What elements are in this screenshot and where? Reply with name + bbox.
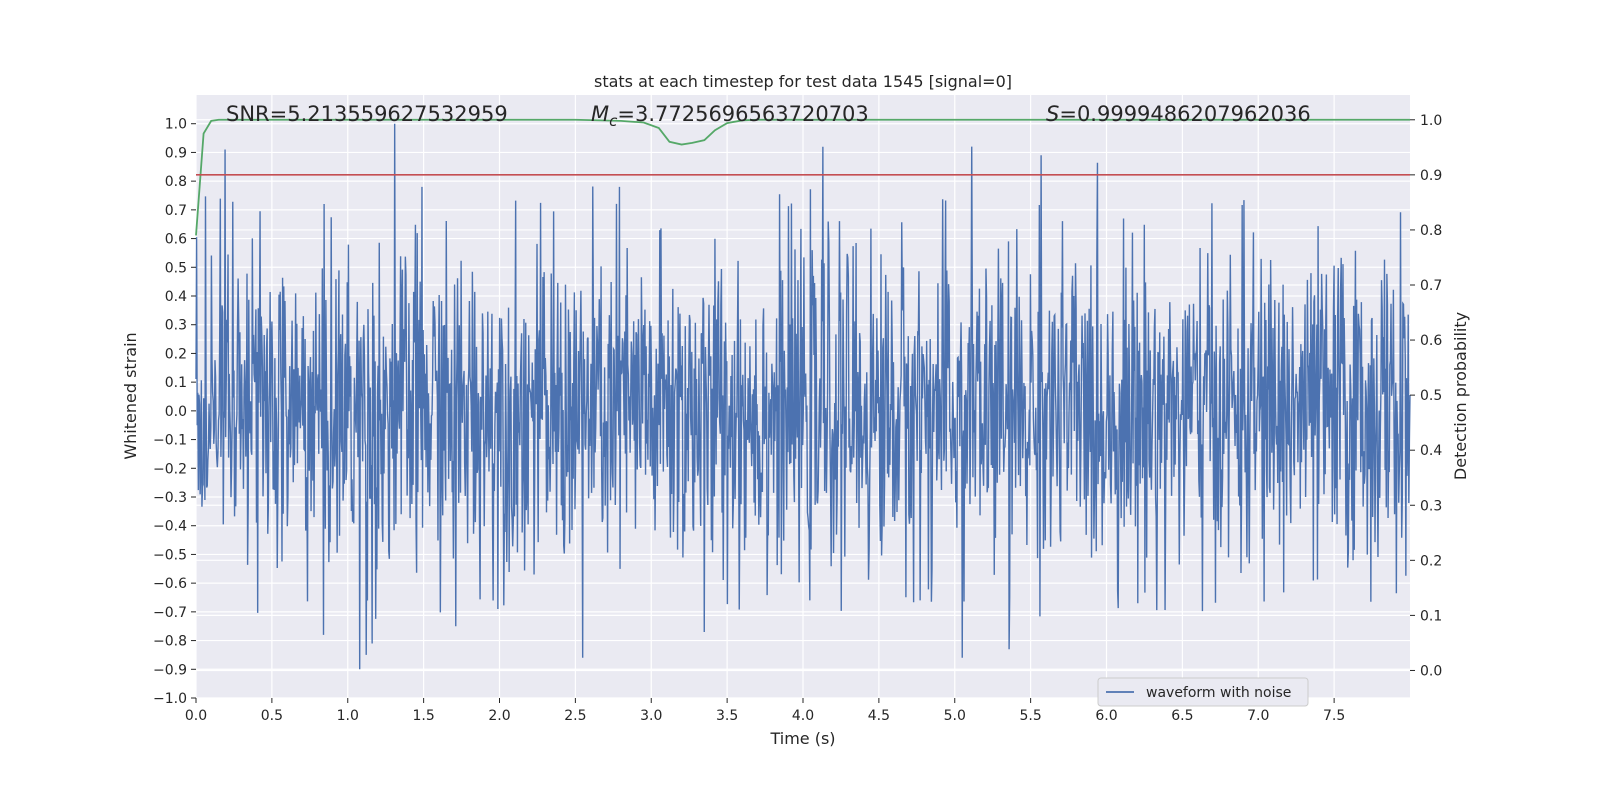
y2-tick-label: 0.8 (1420, 223, 1442, 239)
legend-label-waveform: waveform with noise (1146, 685, 1291, 701)
y-tick-label: −0.5 (153, 547, 187, 563)
y-tick-label: 0.5 (165, 260, 187, 276)
probability-trace (195, 118, 1410, 236)
x-tick-label: 6.0 (1095, 708, 1117, 724)
y-tick-label: 0.3 (165, 318, 187, 334)
x-tick-label: 7.5 (1323, 708, 1345, 724)
legend-box (1097, 677, 1309, 707)
y-tick-label: −0.8 (153, 634, 187, 650)
y2-tick-label: 0.6 (1420, 333, 1442, 349)
y2-tick-label: 0.4 (1420, 443, 1442, 459)
x-tick-label: 3.0 (640, 708, 662, 724)
series-waveform-with-noise (195, 123, 1411, 670)
x-axis-ticks: 0.0 0.5 1.0 1.5 2.0 2.5 3.0 3.5 4.0 4.5 5.0 5.5 6.0 6… (185, 698, 1345, 724)
x-tick-label: 2.0 (488, 708, 510, 724)
x-tick-label: 4.0 (792, 708, 814, 724)
y2-tick-label: 1.0 (1420, 113, 1442, 129)
x-tick-label: 2.5 (564, 708, 586, 724)
chirp-mass-value: =3.7725696563720703 (617, 102, 868, 126)
legend: waveform with noise (1097, 677, 1309, 707)
y2-tick-label: 0.5 (1420, 388, 1442, 404)
score-symbol: S (1046, 102, 1059, 126)
y-tick-label: 0.1 (165, 375, 187, 391)
x-tick-label: 7.0 (1247, 708, 1269, 724)
y-tick-label: −0.3 (153, 490, 187, 506)
x-tick-label: 5.5 (1019, 708, 1041, 724)
y-tick-label: −0.4 (153, 519, 187, 535)
score-annotation: S=0.9999486207962036 (1046, 102, 1311, 126)
y-tick-label: −0.9 (153, 662, 187, 678)
y-tick-label: 0.6 (165, 232, 187, 248)
x-tick-label: 4.5 (868, 708, 890, 724)
y-axis-label: Whitened strain (121, 332, 140, 459)
y2-tick-label: 0.7 (1420, 278, 1442, 294)
y-tick-label: 0.8 (165, 174, 187, 190)
y-tick-label: 0.7 (165, 203, 187, 219)
y-tick-label: 0.9 (165, 145, 187, 161)
x-tick-label: 0.5 (261, 708, 283, 724)
snr-annotation: SNR=5.213559627532959 (226, 102, 508, 126)
chart-title: stats at each timestep for test data 154… (594, 72, 1012, 91)
x-tick-label: 6.5 (1171, 708, 1193, 724)
y-tick-label: −0.2 (153, 461, 187, 477)
y-tick-label: −0.1 (153, 433, 187, 449)
y-tick-label: −1.0 (153, 691, 187, 707)
y-tick-label: −0.7 (153, 605, 187, 621)
y2-tick-label: 0.9 (1420, 168, 1442, 184)
x-axis-label: Time (s) (769, 729, 835, 748)
y-tick-label: −0.6 (153, 576, 187, 592)
y2-axis-ticks: 0.0 0.1 0.2 0.3 0.4 0.5 0.6 0.7 0.8 0.9 1.0 (1410, 113, 1442, 679)
x-tick-label: 1.5 (412, 708, 434, 724)
y2-tick-label: 0.2 (1420, 553, 1442, 569)
y-tick-label: 0.2 (165, 346, 187, 362)
x-tick-label: 5.0 (944, 708, 966, 724)
y2-axis-label: Detection probability (1451, 312, 1470, 480)
y-tick-label: 0.0 (165, 404, 187, 420)
chirp-mass-symbol: M (591, 102, 609, 126)
y2-tick-label: 0.0 (1420, 663, 1442, 679)
waveform-trace (195, 123, 1411, 670)
y-tick-label: 0.4 (165, 289, 187, 305)
series-detection-probability (195, 118, 1410, 236)
chirp-mass-subscript: c (609, 112, 618, 130)
chirp-mass-annotation: Mc=3.7725696563720703 (591, 102, 869, 130)
x-tick-label: 3.5 (716, 708, 738, 724)
y-axis-ticks: −1.0 −0.9 −0.8 −0.7 −0.6 −0.5 −0.4 −0.3 −0.2 −0.1… (153, 117, 196, 707)
y2-tick-label: 0.3 (1420, 498, 1442, 514)
x-tick-label: 0.0 (185, 708, 207, 724)
y-tick-label: 1.0 (165, 117, 187, 133)
x-tick-label: 1.0 (337, 708, 359, 724)
y2-tick-label: 0.1 (1420, 608, 1442, 624)
score-value: =0.9999486207962036 (1059, 102, 1310, 126)
